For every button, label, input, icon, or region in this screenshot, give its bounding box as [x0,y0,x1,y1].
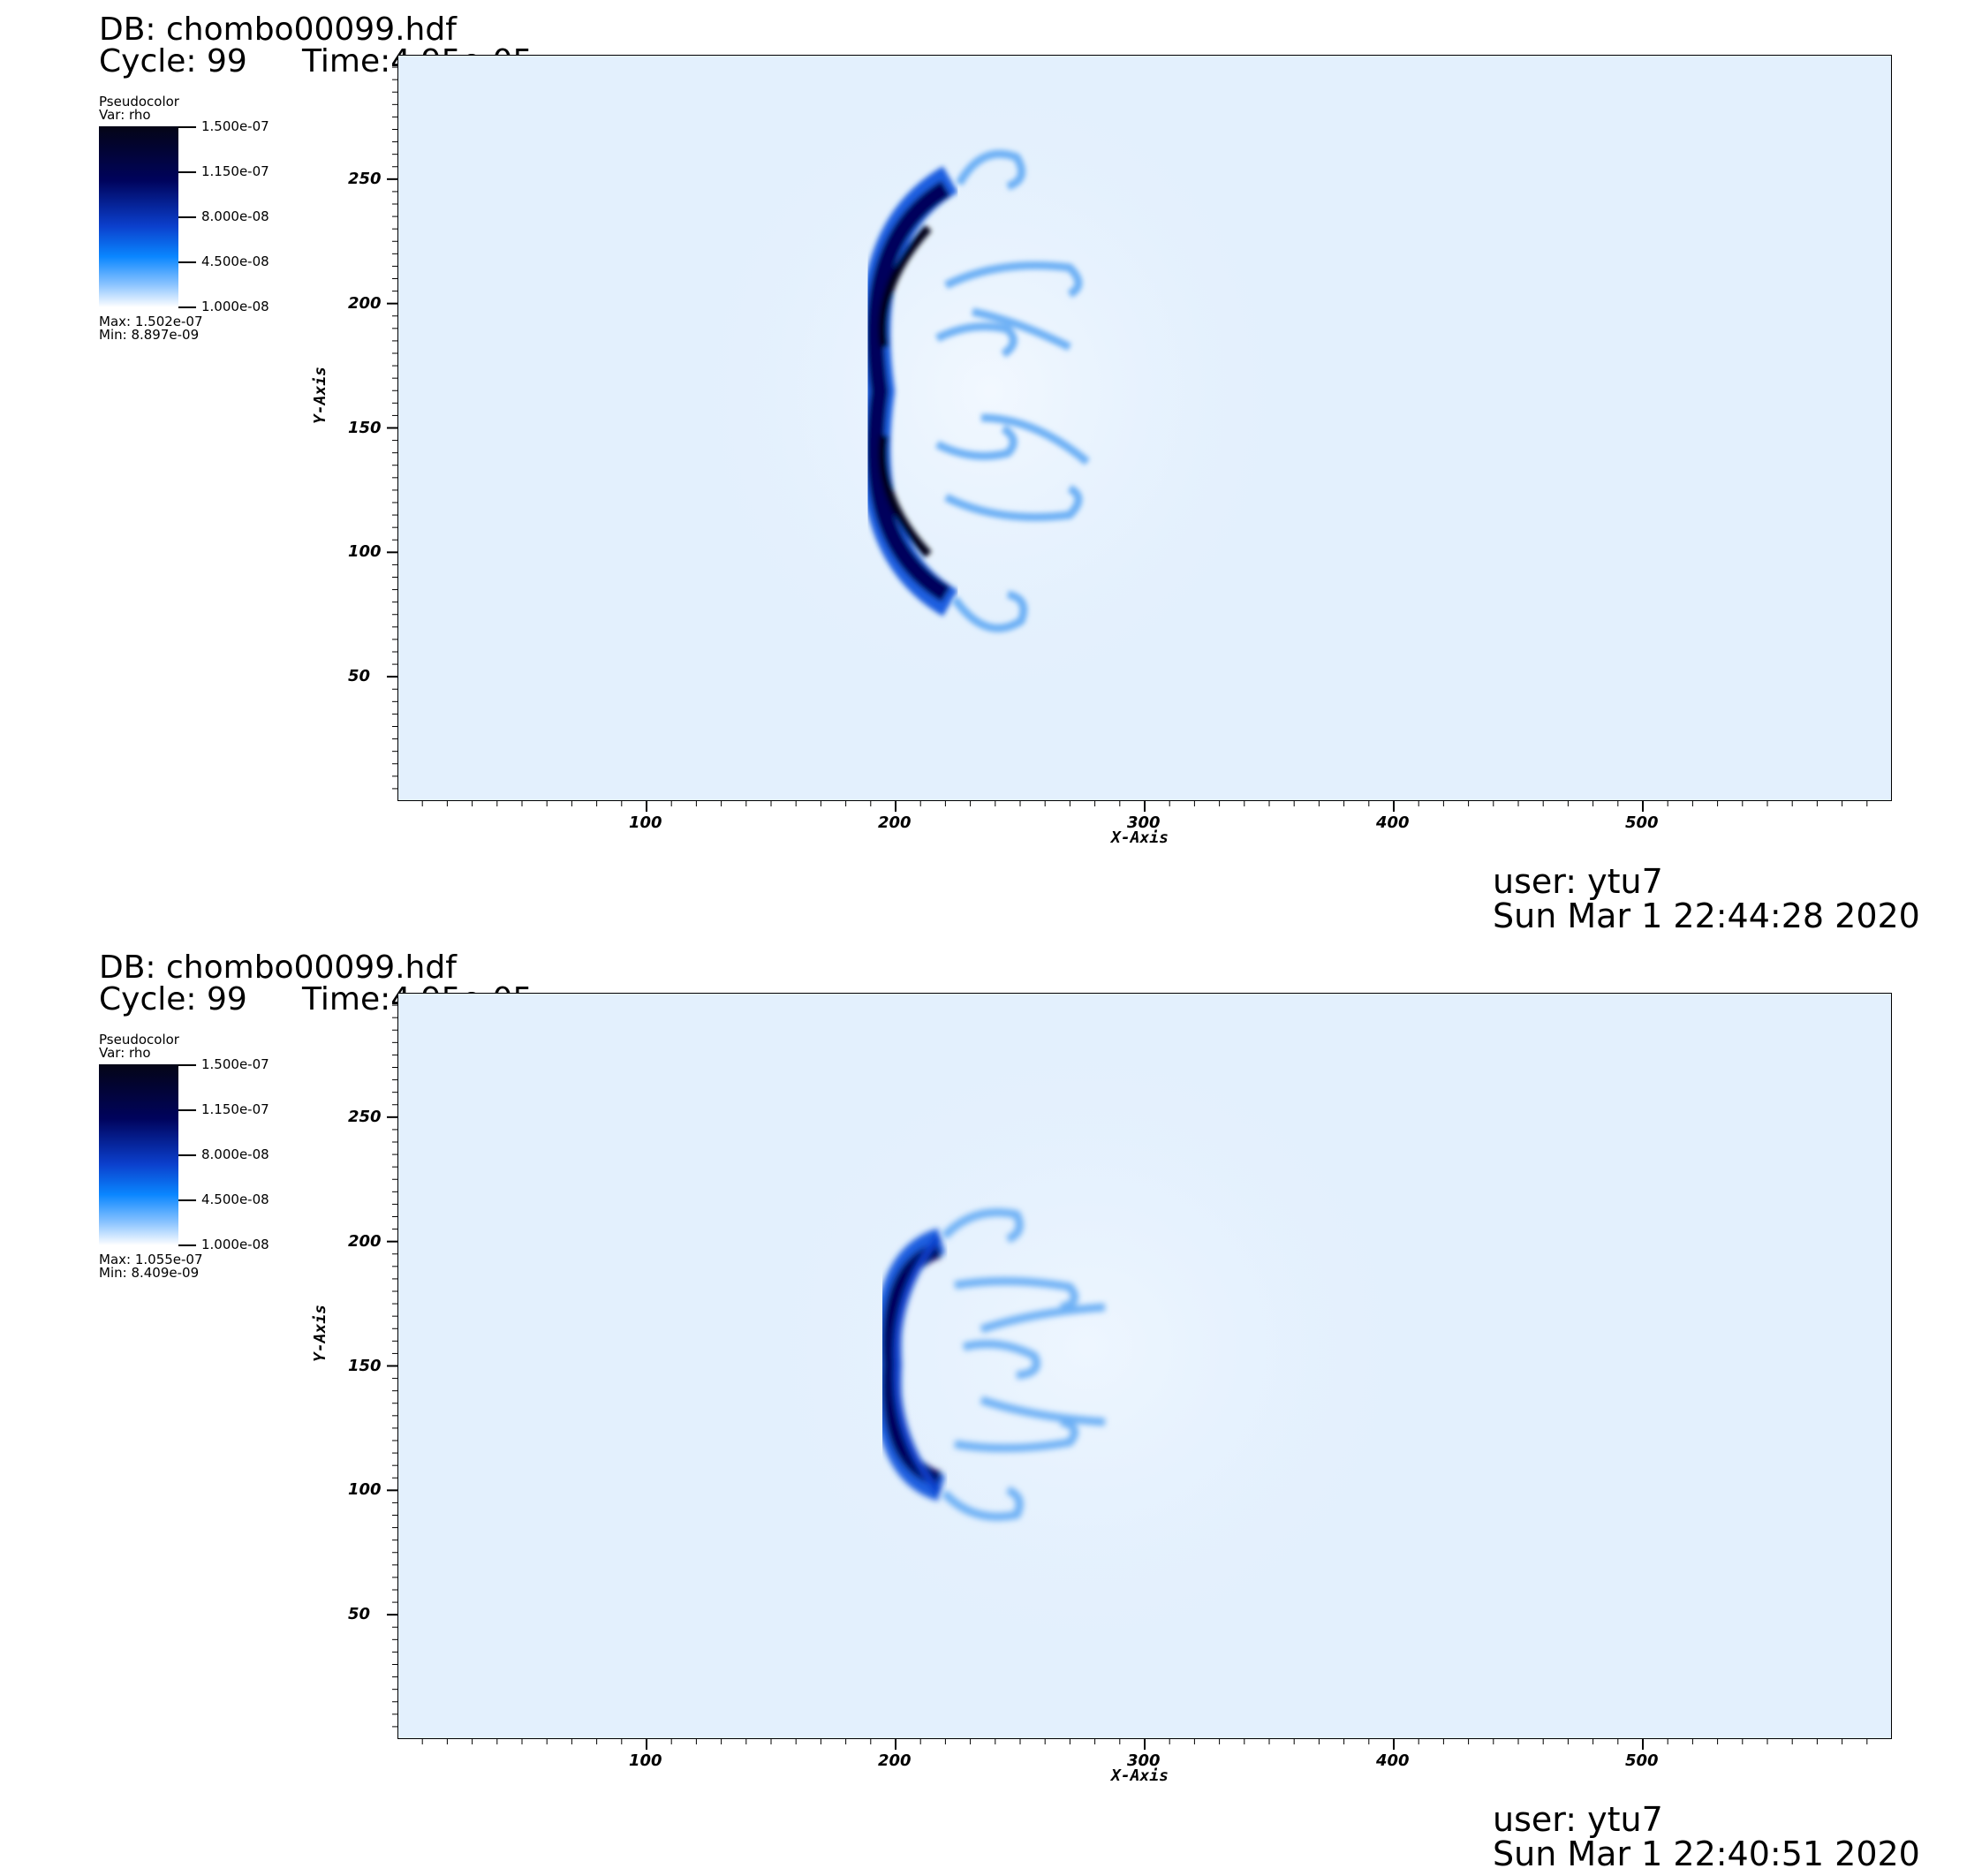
x-tick-label: 400 [1376,813,1410,832]
kh-roll-ups [941,1208,1106,1521]
axes [387,66,1868,812]
legend-tick-label: 1.500e-07 [201,1056,269,1072]
legend-tick [178,306,196,308]
shock-halo [734,1011,1441,1683]
y-tick-label: 100 [348,1480,382,1500]
legend-tick [178,1244,196,1246]
user-label: user: ytu7 [1493,1800,1663,1839]
kh-roll-ups [934,149,1090,632]
x-axis-label: X-Axis [1111,1766,1169,1785]
y-tick-label: 50 [348,667,371,686]
y-axis-label: Y-Axis [311,1304,329,1362]
shock-halo [672,56,1308,727]
y-tick-label: 250 [348,169,382,188]
legend-tick-label: 1.000e-08 [201,1237,269,1252]
x-tick-label: 100 [629,1751,662,1770]
legend-tick-label: 1.000e-08 [201,299,269,314]
legend-tick [178,261,196,263]
user-label: user: ytu7 [1493,862,1663,901]
legend-var: Var: rho [99,107,151,123]
legend-min: Min: 8.897e-09 [99,327,200,343]
x-tick-label: 500 [1625,1751,1659,1770]
y-tick-label: 200 [348,1231,382,1251]
cycle-label: Cycle: 99 [99,43,247,79]
legend-tick-label: 8.000e-08 [201,208,269,224]
bow-front [860,166,958,617]
y-tick-label: 150 [348,1356,382,1375]
y-tick-label: 200 [348,293,382,313]
x-tick-label: 200 [878,1751,912,1770]
y-tick-label: 250 [348,1107,382,1126]
x-axis-label: X-Axis [1111,828,1169,847]
legend-tick-label: 1.150e-07 [201,1101,269,1117]
y-axis-label: Y-Axis [311,366,329,424]
legend-tick-label: 1.500e-07 [201,118,269,134]
legend-tick-label: 4.500e-08 [201,253,269,269]
x-tick-label: 100 [629,813,662,832]
y-tick-label: 50 [348,1605,371,1624]
legend-min: Min: 8.409e-09 [99,1265,200,1281]
legend-tick [178,1154,196,1156]
date-label: Sun Mar 1 22:40:51 2020 [1493,1834,1920,1873]
legend-max: Max: 1.502e-07 [99,314,203,329]
y-tick-label: 100 [348,542,382,562]
density-field [734,1011,1441,1683]
legend-tick [178,171,196,173]
db-filename: DB: chombo00099.hdf [99,949,457,986]
legend-tick [178,1064,196,1066]
heatmap-plot-area [397,993,1892,1739]
x-tick-label: 300 [1127,813,1161,832]
legend-tick-label: 8.000e-08 [201,1146,269,1162]
x-tick-label: 400 [1376,1751,1410,1770]
legend-var: Var: rho [99,1045,151,1061]
legend-colorbar [99,1064,178,1245]
db-filename: DB: chombo00099.hdf [99,11,457,48]
legend-title: Pseudocolor [99,94,179,110]
axes [387,1004,1868,1750]
legend-tick-label: 4.500e-08 [201,1191,269,1207]
legend-title: Pseudocolor [99,1032,179,1048]
bow-front [874,1228,947,1502]
x-tick-label: 500 [1625,813,1659,832]
cycle-label: Cycle: 99 [99,981,247,1017]
legend-tick [178,1109,196,1111]
date-label: Sun Mar 1 22:44:28 2020 [1493,896,1920,935]
visit-panel-1: DB: chombo00099.hdf Cycle: 99 Time:4.95e… [99,11,1920,935]
legend-max: Max: 1.055e-07 [99,1252,203,1267]
y-tick-label: 150 [348,418,382,437]
legend-tick [178,1199,196,1201]
x-tick-label: 300 [1127,1751,1161,1770]
legend-tick [178,216,196,218]
heatmap-plot-area [397,55,1892,801]
legend-tick-label: 1.150e-07 [201,163,269,179]
legend-colorbar [99,126,178,307]
visit-panel-2: DB: chombo00099.hdf Cycle: 99 Time:4.95e… [0,938,1982,1876]
legend-tick [178,126,196,128]
x-tick-label: 200 [878,813,912,832]
density-field [672,56,1308,727]
